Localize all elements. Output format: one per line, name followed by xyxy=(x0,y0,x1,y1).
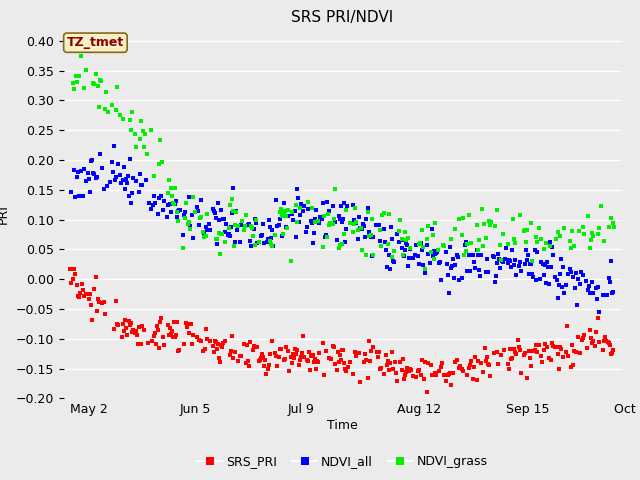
NDVI_all xyxy=(442,250,449,255)
Line: SRS_PRI: SRS_PRI xyxy=(68,267,616,395)
SRS_PRI xyxy=(486,373,494,379)
NDVI_grass xyxy=(611,224,618,230)
Line: NDVI_grass: NDVI_grass xyxy=(70,54,616,271)
Line: NDVI_all: NDVI_all xyxy=(69,144,616,314)
Legend: SRS_PRI, NDVI_all, NDVI_grass: SRS_PRI, NDVI_all, NDVI_grass xyxy=(193,450,492,473)
Text: TZ_tmet: TZ_tmet xyxy=(67,36,124,49)
NDVI_all xyxy=(223,232,231,238)
NDVI_all xyxy=(508,248,516,253)
NDVI_all xyxy=(296,212,304,218)
X-axis label: Time: Time xyxy=(327,419,358,432)
SRS_PRI xyxy=(67,266,74,272)
Title: SRS PRI/NDVI: SRS PRI/NDVI xyxy=(291,10,394,25)
NDVI_all xyxy=(369,234,377,240)
NDVI_grass xyxy=(296,204,304,210)
Y-axis label: PRI: PRI xyxy=(0,204,10,224)
NDVI_grass xyxy=(486,218,493,224)
NDVI_grass xyxy=(369,252,377,258)
SRS_PRI xyxy=(298,354,305,360)
